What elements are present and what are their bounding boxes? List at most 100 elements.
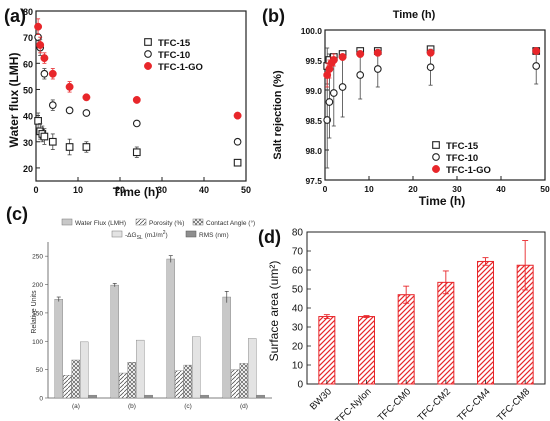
chart-b: Time (h) Salt rejection (%) Time (h) 0 10… [272, 9, 550, 208]
chart-d-bar [358, 316, 375, 385]
chart-d-bar [437, 281, 455, 385]
chart-d-ytick-label: 0 [297, 380, 303, 391]
chart-c-legend-dg-sub: SL [137, 235, 143, 241]
chart-d-ytick-label: 10 [292, 361, 304, 372]
chart-c-legend-swatch-porosity [135, 218, 147, 226]
chart-a-point-tfc-15 [65, 143, 74, 151]
chart-c-bar [200, 394, 209, 399]
chart-d-ytick-label: 30 [292, 323, 304, 334]
chart-a-point-tfc-1-go [82, 93, 91, 102]
chart-a-point-tfc-10 [82, 109, 91, 117]
chart-c-ytick-label: 50 [36, 367, 44, 374]
chart-c-legend-dg-unit: (mJ/m [145, 232, 163, 239]
chart-a-legend-label: TFC-15 [158, 38, 191, 49]
chart-b-point-tfc-1-go [329, 56, 338, 64]
chart-a-point-tfc-15 [82, 143, 91, 151]
panel-label-b: (b) [262, 6, 285, 26]
chart-c-bar [256, 394, 265, 399]
chart-b-xtick-label: 20 [408, 184, 418, 194]
chart-c-ytick-label: 250 [32, 254, 43, 261]
panel-label-d: (d) [258, 227, 281, 247]
chart-c-legend-swatch-dg [111, 230, 123, 238]
chart-b-xtick-label: 40 [496, 184, 506, 194]
chart-d-category-label: BW30 [308, 386, 334, 412]
chart-a-ytick-label: 70 [23, 33, 33, 43]
chart-c-legend-contact: Contact Angle (°) [206, 219, 255, 227]
chart-b-ytick-label: 98.0 [305, 146, 322, 156]
chart-c-bar [239, 363, 248, 399]
chart-a-point-tfc-1-go [40, 54, 49, 63]
chart-a-legend-marker [144, 38, 152, 46]
chart-b-xtick-label: 0 [323, 184, 328, 194]
chart-c-legend-dg-close: ) [166, 232, 168, 239]
chart-c-bar [71, 359, 80, 399]
chart-a-point-tfc-10 [40, 69, 49, 78]
chart-c-bar [127, 362, 136, 399]
chart-c-legend-swatch-flux [61, 218, 73, 226]
chart-c-bar [54, 299, 63, 399]
chart-b-frame [324, 29, 546, 181]
panel-label-c: (c) [6, 204, 28, 224]
chart-a-ytick-label: 40 [23, 112, 33, 122]
chart-d-ylabel: Surface area (um²) [267, 261, 281, 362]
chart-a-xtick-label: 50 [241, 185, 251, 195]
chart-b-legend-label: TFC-10 [446, 153, 478, 164]
chart-c-bar [192, 336, 201, 399]
chart-d-category-label: TFC-CM2 [416, 386, 453, 421]
chart-a-legend-marker [144, 62, 152, 70]
chart-c-ytick-label: 100 [32, 339, 43, 346]
chart-b-point-tfc-10 [426, 63, 435, 72]
chart-a-point-tfc-10 [132, 119, 141, 128]
chart-a-point-tfc-15 [233, 158, 242, 167]
chart-c-category-label: (b) [128, 403, 136, 410]
chart-b-ytick-label: 98.5 [305, 116, 322, 126]
chart-c-bar [166, 258, 175, 399]
chart-b-legend-marker [432, 165, 440, 173]
chart-a-point-tfc-1-go [65, 82, 74, 91]
chart-a-point-tfc-15 [48, 137, 57, 146]
chart-d-frame [306, 231, 546, 385]
chart-d-bar [318, 316, 336, 385]
chart-a-point-tfc-15 [40, 132, 49, 141]
chart-b-xtick-label: 30 [452, 184, 462, 194]
chart-a: Water flux (LMH) Time (h) 0 10 20 30 40 50 20 3… [7, 7, 251, 199]
chart-b-top-title: Time (h) [393, 9, 436, 21]
chart-b-legend-label: TFC-15 [446, 141, 479, 152]
chart-c-legend-swatch-rms [185, 230, 197, 238]
chart-c-category-label: (c) [184, 403, 192, 410]
chart-c-category-label: (d) [240, 403, 248, 410]
chart-b-xlabel: Time (h) [419, 194, 465, 208]
chart-c-category-label: (a) [72, 403, 80, 410]
chart-c-bar [88, 394, 97, 399]
chart-c: Relative Units Water Flux (LMH) Porosity… [31, 218, 272, 410]
chart-a-ytick-label: 60 [23, 59, 33, 69]
chart-d-ytick-label: 20 [292, 342, 304, 353]
chart-a-point-tfc-1-go [233, 111, 242, 120]
chart-c-legend-flux: Water Flux (LMH) [75, 220, 126, 227]
chart-d-category-label: TFC-CM0 [376, 386, 413, 421]
chart-a-xtick-label: 10 [73, 185, 83, 195]
chart-a-ytick-label: 80 [23, 7, 33, 17]
chart-a-ytick-label: 30 [23, 138, 33, 148]
chart-a-ytick-label: 50 [23, 85, 33, 95]
chart-a-point-tfc-10 [233, 137, 242, 146]
chart-a-xtick-label: 40 [199, 185, 209, 195]
chart-c-bar [248, 338, 257, 399]
chart-d-ytick-label: 50 [292, 285, 304, 296]
chart-c-ytick-label: 150 [32, 310, 43, 317]
chart-b-point-tfc-1-go [373, 48, 382, 57]
chart-a-legend-label: TFC-1-GO [158, 62, 203, 73]
chart-b-xtick-label: 50 [540, 184, 550, 194]
chart-a-legend-label: TFC-10 [158, 50, 190, 61]
chart-c-legend-swatch-contact [192, 218, 204, 226]
chart-a-point-tfc-15 [132, 148, 141, 157]
chart-d-category-label: TFC-CM4 [455, 386, 492, 421]
chart-c-bar [175, 370, 184, 399]
chart-d-category-label: TFC-Nylon [333, 386, 373, 421]
chart-d-ytick-label: 60 [292, 266, 304, 277]
chart-d-ytick-label: 40 [292, 304, 304, 315]
chart-c-bar [136, 339, 145, 399]
chart-c-legend-rms: RMS (nm) [199, 232, 229, 239]
chart-b-point-tfc-10 [532, 62, 541, 70]
chart-c-bar [231, 369, 240, 399]
